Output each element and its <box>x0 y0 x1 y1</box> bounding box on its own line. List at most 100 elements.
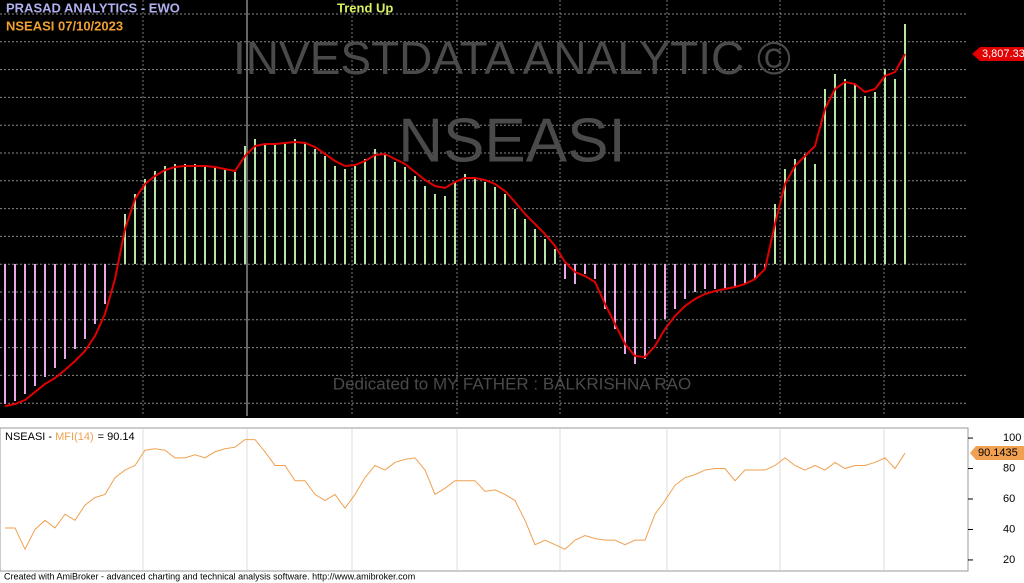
ewo-bar <box>214 167 216 264</box>
ewo-bar <box>854 84 856 264</box>
ewo-bar <box>454 182 456 264</box>
ewo-bar <box>644 264 646 359</box>
lower-title: NSEASI - MFI(14) = 90.14 <box>5 431 135 443</box>
ewo-bar <box>714 264 716 289</box>
ewo-bar <box>434 194 436 264</box>
ewo-bar <box>804 154 806 264</box>
ewo-bar <box>134 194 136 264</box>
ewo-bar <box>254 139 256 264</box>
ewo-bar <box>284 142 286 264</box>
ewo-bar <box>194 164 196 264</box>
ewo-bar <box>594 264 596 279</box>
footer: Created with AmiBroker - advanced charti… <box>4 571 415 581</box>
ewo-bar <box>684 264 686 299</box>
y-tick-label: 100 <box>1003 432 1021 444</box>
ewo-bar <box>374 149 376 264</box>
ewo-bar <box>894 79 896 264</box>
ewo-bar <box>464 174 466 264</box>
ewo-bar <box>114 264 116 265</box>
ewo-bar <box>524 219 526 264</box>
ewo-bar <box>334 166 336 264</box>
ewo-bar <box>24 264 26 394</box>
ewo-bar <box>364 159 366 264</box>
lower-title-value: = 90.14 <box>98 431 135 443</box>
ewo-bar <box>294 139 296 264</box>
ewo-bar <box>154 171 156 264</box>
y-tick-label: 60 <box>1003 493 1015 505</box>
chart-title: PRASAD ANALYTICS - EWO <box>6 0 180 15</box>
ewo-bar <box>34 264 36 386</box>
signal-line <box>4 53 906 407</box>
y-tick-label: 20 <box>1003 554 1015 566</box>
ewo-bar <box>74 264 76 349</box>
ewo-bar <box>274 144 276 264</box>
ewo-bar <box>664 264 666 319</box>
ewo-bar <box>314 149 316 264</box>
ewo-bar <box>564 264 566 279</box>
ewo-bar <box>884 69 886 264</box>
mfi-last-label: 90.1435 <box>978 447 1018 459</box>
mfi-tag <box>970 446 1024 460</box>
ewo-bar <box>864 96 866 264</box>
ewo-bar <box>344 169 346 264</box>
lower-title-symbol: NSEASI - <box>5 431 55 443</box>
ewo-bar <box>774 204 776 264</box>
ewo-bar <box>394 162 396 264</box>
trend-annotation: Trend Up <box>337 0 393 15</box>
ewo-bar <box>504 194 506 264</box>
ewo-bar <box>534 229 536 264</box>
ewo-bar <box>174 164 176 264</box>
ewo-bar <box>514 209 516 264</box>
ewo-bar <box>554 249 556 264</box>
ewo-bar <box>574 264 576 284</box>
ewo-bar <box>754 264 756 279</box>
ewo-bar <box>424 186 426 264</box>
ewo-bar <box>124 214 126 264</box>
ewo-bar <box>734 264 736 286</box>
watermark: INVESTDATA ANALYTIC © <box>233 32 791 84</box>
lower-pane <box>0 427 969 572</box>
ewo-bar <box>484 182 486 264</box>
ewo-bar <box>304 142 306 264</box>
ewo-bar <box>654 264 656 339</box>
ewo-bar <box>874 92 876 264</box>
ewo-bar <box>64 264 66 359</box>
ewo-bar <box>224 170 226 264</box>
ewo-bar <box>144 179 146 264</box>
ewo-bar <box>604 264 606 309</box>
ewo-bar <box>404 167 406 264</box>
ewo-bar <box>834 74 836 264</box>
ewo-bar <box>624 264 626 354</box>
ewo-bar <box>244 146 246 264</box>
ewo-bar <box>634 264 636 364</box>
price-tag <box>972 47 1024 61</box>
ewo-bar <box>794 159 796 264</box>
ewo-bar <box>324 156 326 264</box>
lower-title-indicator: MFI(14) <box>55 431 94 443</box>
ewo-bar <box>814 164 816 264</box>
y-tick-label: 80 <box>1003 462 1015 474</box>
ewo-bar <box>234 172 236 264</box>
ewo-bar <box>414 176 416 264</box>
ewo-bar <box>164 166 166 264</box>
ewo-bar <box>674 264 676 309</box>
ewo-bar <box>204 165 206 264</box>
price-label: 3,807.33 <box>982 48 1024 60</box>
y-tick-label: 40 <box>1003 523 1015 535</box>
ewo-bar <box>354 166 356 264</box>
ewo-bar <box>14 264 16 401</box>
dedication: Dedicated to MY FATHER : BALKRISHNA RAO <box>333 374 691 393</box>
ewo-bar <box>184 164 186 264</box>
ewo-bar <box>584 264 586 274</box>
ewo-bar <box>444 196 446 264</box>
ewo-bar <box>694 264 696 292</box>
ewo-bar <box>44 264 46 377</box>
ewo-bar <box>744 264 746 284</box>
ewo-bar <box>474 179 476 264</box>
ewo-bar <box>54 264 56 368</box>
ewo-bar <box>84 264 86 339</box>
ewo-bar <box>264 144 266 264</box>
ewo-bar <box>104 264 106 304</box>
ewo-bar <box>784 169 786 264</box>
